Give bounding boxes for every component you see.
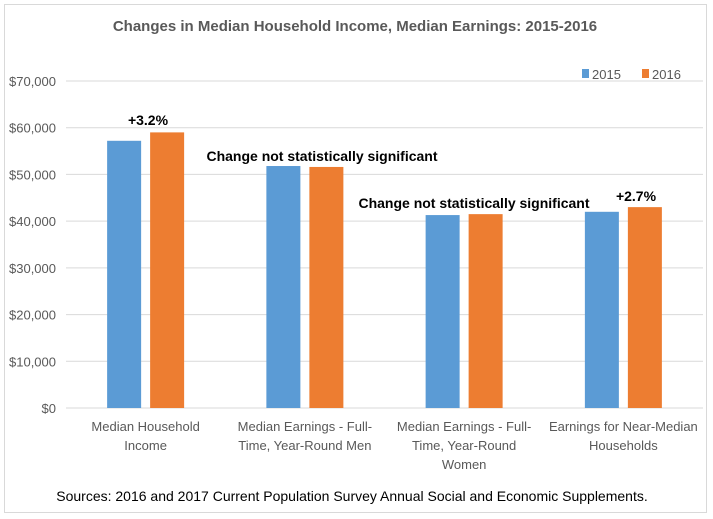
y-tick-label: $40,000 — [9, 214, 56, 229]
y-tick-label: $50,000 — [9, 167, 56, 182]
x-category-label: Time, Year-Round — [412, 438, 516, 453]
bar-2015 — [266, 166, 301, 408]
x-category-label: Median Household — [91, 419, 199, 434]
x-category-label: Time, Year-Round Men — [238, 438, 371, 453]
x-category-label: Households — [589, 438, 658, 453]
bar-2016 — [627, 207, 662, 408]
legend-label: 2016 — [652, 67, 681, 82]
x-category-label: Income — [124, 438, 167, 453]
chart-title: Changes in Median Household Income, Medi… — [113, 18, 597, 35]
bar-2015 — [107, 140, 142, 408]
bar-2016 — [468, 214, 503, 408]
annotation: +3.2% — [128, 112, 169, 128]
x-category-label: Median Earnings - Full- — [397, 419, 531, 434]
annotation: Change not statistically significant — [206, 148, 437, 164]
x-category-label: Women — [442, 457, 487, 472]
x-category-label: Earnings for Near-Median — [549, 419, 698, 434]
annotation: +2.7% — [616, 188, 657, 204]
y-tick-label: $70,000 — [9, 74, 56, 89]
source-note: Sources: 2016 and 2017 Current Populatio… — [56, 488, 648, 504]
bar-2015 — [425, 215, 460, 408]
y-tick-label: $0 — [42, 401, 56, 416]
y-tick-label: $60,000 — [9, 121, 56, 136]
legend-swatch — [582, 69, 589, 78]
chart-frame — [4, 4, 707, 513]
y-tick-label: $10,000 — [9, 354, 56, 369]
y-tick-label: $30,000 — [9, 261, 56, 276]
legend-swatch — [642, 69, 649, 78]
bar-2016 — [309, 166, 344, 408]
legend-label: 2015 — [592, 67, 621, 82]
x-category-label: Median Earnings - Full- — [238, 419, 372, 434]
y-tick-label: $20,000 — [9, 308, 56, 323]
bar-2015 — [584, 211, 619, 408]
bar-2016 — [150, 132, 185, 408]
annotation: Change not statistically significant — [358, 195, 589, 211]
